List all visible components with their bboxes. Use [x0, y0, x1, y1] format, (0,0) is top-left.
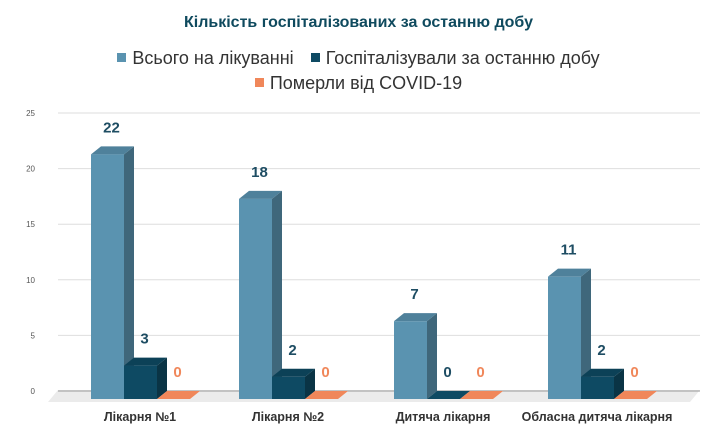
- data-label: 3: [140, 331, 148, 348]
- y-tick-label: 0: [31, 387, 36, 396]
- data-label: 0: [173, 364, 181, 381]
- bar-top: [427, 391, 470, 399]
- bar-top: [305, 391, 348, 399]
- legend-item-hospitalized: Госпіталізували за останню добу: [310, 48, 600, 69]
- y-tick-label: 15: [26, 220, 35, 229]
- bar-top: [581, 368, 624, 377]
- bar-top: [460, 391, 503, 399]
- bar-top: [548, 268, 591, 277]
- y-tick-label: 25: [26, 109, 35, 118]
- y-tick-label: 20: [26, 165, 35, 174]
- legend-label: Всього на лікуванні: [132, 48, 294, 68]
- bar-top: [272, 368, 315, 377]
- x-tick-label: Лікарня №1: [104, 410, 176, 424]
- x-tick-label: Обласна дитяча лікарня: [522, 410, 673, 424]
- data-label: 0: [476, 364, 484, 381]
- bar-top: [614, 391, 657, 399]
- data-label: 0: [321, 364, 329, 381]
- legend-item-total: Всього на лікуванні: [117, 48, 294, 69]
- bar-front: [272, 376, 305, 399]
- floor: [48, 390, 700, 402]
- bar-top: [124, 357, 167, 366]
- chart-title: Кількість госпіталізованих за останню до…: [184, 14, 533, 31]
- bar-top: [157, 391, 200, 399]
- bar-front: [548, 276, 581, 399]
- data-label: 0: [443, 364, 451, 381]
- bar-side: [272, 190, 282, 399]
- bar-top: [239, 190, 282, 199]
- bar-front: [394, 321, 427, 399]
- legend-swatch: [254, 78, 264, 87]
- data-label: 2: [597, 342, 605, 359]
- data-label: 0: [630, 364, 638, 381]
- legend-row-2: Померли від COVID-19: [0, 73, 717, 94]
- data-label: 22: [103, 119, 120, 136]
- data-label: 7: [410, 286, 418, 303]
- bar-top: [91, 146, 134, 155]
- bar-side: [305, 368, 315, 399]
- data-label: 2: [288, 342, 296, 359]
- legend-item-deaths: Померли від COVID-19: [254, 73, 463, 94]
- legend-swatch: [117, 53, 127, 62]
- x-tick-label: Лікарня №2: [252, 410, 324, 424]
- bar-side: [427, 313, 437, 399]
- legend-label: Госпіталізували за останню добу: [325, 48, 600, 68]
- data-label: 11: [561, 242, 577, 259]
- y-tick-label: 5: [31, 331, 36, 340]
- bar-side: [581, 268, 591, 399]
- legend: Всього на лікуванні Госпіталізували за о…: [0, 48, 717, 69]
- bar-front: [239, 198, 272, 399]
- bar-front: [124, 365, 157, 399]
- legend-label: Померли від COVID-19: [269, 73, 463, 93]
- bar-side: [157, 357, 167, 399]
- legend-swatch: [310, 53, 320, 62]
- bar-side: [614, 368, 624, 399]
- bar-front: [91, 154, 124, 399]
- bar-front: [581, 376, 614, 399]
- y-tick-label: 10: [26, 276, 35, 285]
- data-label: 18: [251, 164, 268, 181]
- bar-side: [124, 146, 134, 399]
- bar-top: [394, 313, 437, 322]
- x-tick-label: Дитяча лікарня: [396, 410, 491, 424]
